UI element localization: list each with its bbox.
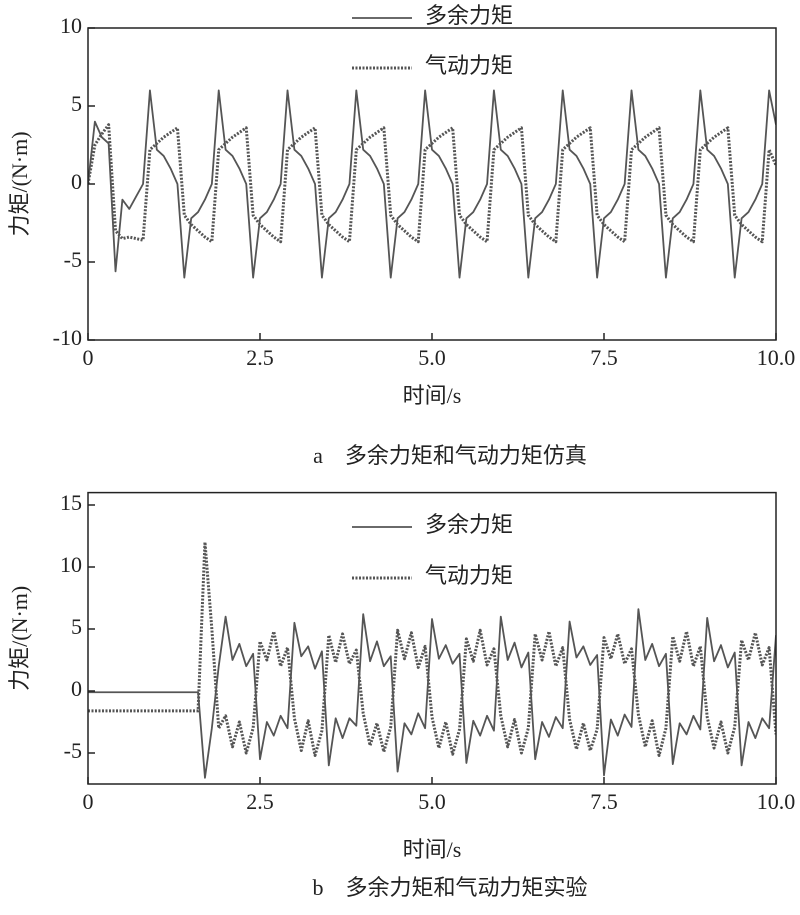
x-axis-title: 时间/s xyxy=(403,383,462,408)
caption: b 多余力矩和气动力矩实验 xyxy=(312,875,587,900)
x-tick-label: 5.0 xyxy=(418,789,446,814)
x-tick-label: 2.5 xyxy=(246,345,274,370)
legend-label: 多余力矩 xyxy=(425,3,513,28)
y-tick-label: 5 xyxy=(71,91,82,116)
y-axis-title: 力矩/(N·m) xyxy=(7,131,32,236)
legend-label: 气动力矩 xyxy=(425,53,513,78)
y-tick-label: 10 xyxy=(60,13,82,38)
series-line xyxy=(88,89,776,279)
y-tick-label: -5 xyxy=(64,247,82,272)
y-tick-label: -10 xyxy=(53,325,82,350)
x-tick-label: 0 xyxy=(83,345,94,370)
series-line xyxy=(88,608,776,779)
y-tick-label: 10 xyxy=(60,552,82,577)
series-line xyxy=(88,123,776,244)
series-line xyxy=(88,540,776,757)
y-tick-label: 5 xyxy=(71,614,82,639)
x-tick-label: 0 xyxy=(83,789,94,814)
x-tick-label: 7.5 xyxy=(590,789,618,814)
x-tick-label: 5.0 xyxy=(418,345,446,370)
legend-label: 气动力矩 xyxy=(425,563,513,588)
legend-label: 多余力矩 xyxy=(425,512,513,537)
x-axis-title: 时间/s xyxy=(403,837,462,862)
x-tick-label: 7.5 xyxy=(590,345,618,370)
x-tick-label: 10.0 xyxy=(757,789,796,814)
y-tick-label: 15 xyxy=(60,490,82,515)
caption: a 多余力矩和气动力矩仿真 xyxy=(313,443,587,468)
y-tick-label: -5 xyxy=(64,738,82,763)
y-axis-title: 力矩/(N·m) xyxy=(7,586,32,691)
x-tick-label: 10.0 xyxy=(757,345,796,370)
x-tick-label: 2.5 xyxy=(246,789,274,814)
y-tick-label: 0 xyxy=(71,676,82,701)
y-tick-label: 0 xyxy=(71,169,82,194)
